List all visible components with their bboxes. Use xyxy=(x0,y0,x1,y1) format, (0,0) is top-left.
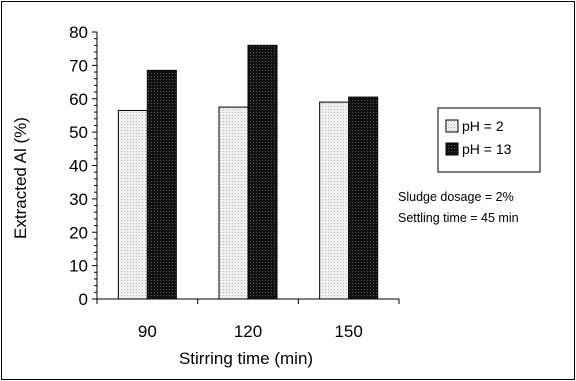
legend-swatch-ph2 xyxy=(445,119,459,133)
legend-label-ph2: pH = 2 xyxy=(462,118,504,134)
bar-150-series-1 xyxy=(348,96,379,300)
y-tick-label: 40 xyxy=(69,157,88,176)
y-axis-title: Extracted Al (%) xyxy=(11,117,30,239)
bar-120-series-1 xyxy=(247,44,278,300)
x-tick-label: 120 xyxy=(234,322,262,341)
x-tick-label: 150 xyxy=(334,322,362,341)
y-tick-label: 20 xyxy=(69,223,88,242)
legend-box xyxy=(437,107,541,173)
legend-swatch-ph13 xyxy=(445,142,459,156)
bar-90-series-0 xyxy=(117,109,148,300)
y-tick-label: 0 xyxy=(79,290,88,309)
y-tick-label: 50 xyxy=(69,123,88,142)
y-tick-label: 30 xyxy=(69,190,88,209)
y-tick-label: 70 xyxy=(69,56,88,75)
x-axis-title: Stirring time (min) xyxy=(179,349,313,368)
note-sludge-dosage: Sludge dosage = 2% xyxy=(398,190,514,204)
bar-90-series-1 xyxy=(146,69,177,300)
legend: pH = 2 pH = 13 xyxy=(437,107,541,173)
x-tick-label: 90 xyxy=(138,322,157,341)
bar-150-series-0 xyxy=(319,101,350,300)
y-tick-label: 10 xyxy=(69,257,88,276)
legend-label-ph13: pH = 13 xyxy=(462,141,512,157)
bar-120-series-0 xyxy=(218,106,249,300)
y-tick-label: 80 xyxy=(69,23,88,42)
y-tick-label: 60 xyxy=(69,90,88,109)
note-settling-time: Settling time = 45 min xyxy=(398,211,519,225)
